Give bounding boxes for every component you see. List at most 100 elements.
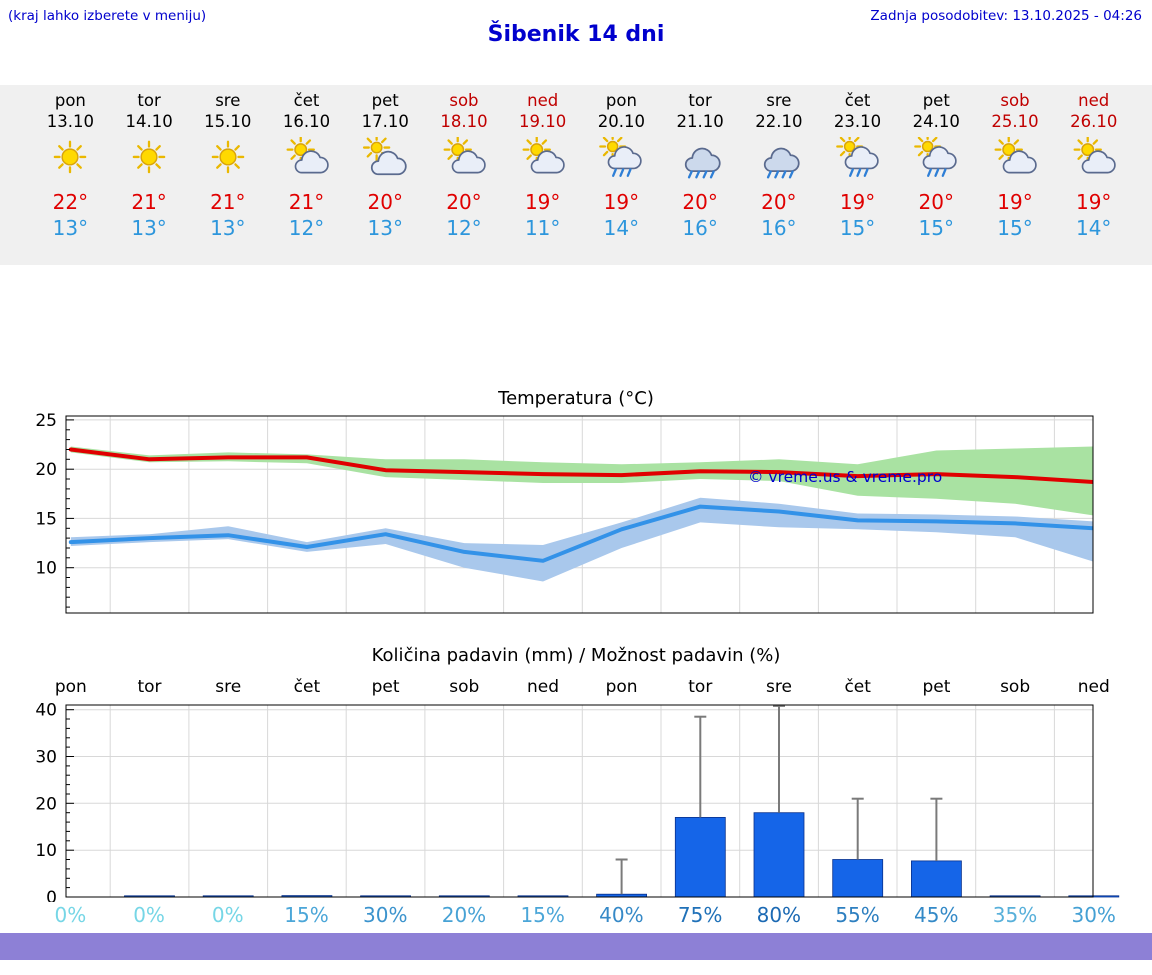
precip-probability: 75% (677, 903, 723, 927)
day-date: 15.10 (204, 112, 252, 131)
day-low-temp: 15° (918, 216, 954, 240)
precip-bar (832, 859, 884, 898)
day-high-temp: 20° (367, 190, 403, 214)
day-low-temp: 12° (288, 216, 325, 240)
precip-probability: 15% (520, 903, 565, 927)
partly-icon (1071, 134, 1117, 182)
precip-probability: 30% (363, 903, 408, 927)
day-low-temp: 12° (446, 216, 482, 240)
precip-bar (911, 860, 962, 898)
max-temp-line (68, 447, 1093, 484)
precip-probability: 35% (992, 903, 1038, 927)
temp-ytick-label: 25 (35, 411, 57, 431)
day-name: tor (137, 91, 161, 110)
day-date: 22.10 (755, 112, 803, 131)
temp-ytick-label: 15 (35, 509, 57, 529)
precip-day-label: ned (527, 677, 559, 697)
precip-probability: 80% (756, 903, 802, 927)
day-date: 17.10 (361, 112, 409, 131)
precip-day-label: čet (844, 677, 871, 697)
day-low-temp: 15° (997, 216, 1033, 240)
forecast-day: čet 23.10 19° 15° (818, 85, 897, 265)
temp-ytick-label: 10 (35, 559, 57, 579)
day-date: 24.10 (912, 112, 960, 131)
day-high-temp: 19° (1075, 190, 1112, 214)
day-high-temp: 20° (446, 190, 482, 214)
precip-probability: 15% (284, 903, 329, 927)
day-low-temp: 13° (367, 216, 403, 240)
day-high-temp: 19° (524, 190, 561, 214)
precipitation-chart-title: Količina padavin (mm) / Možnost padavin … (371, 645, 781, 666)
day-name: ned (527, 91, 559, 110)
forecast-day: čet 16.10 21° 12° (267, 85, 346, 265)
day-name: tor (688, 91, 712, 110)
precip-probability: 30% (1071, 903, 1116, 927)
precip-probability: 0% (54, 903, 87, 927)
forecast-day: sob 18.10 20° 12° (425, 85, 504, 265)
day-date: 21.10 (676, 112, 724, 131)
footer-bar (0, 933, 1152, 960)
day-name: pet (371, 91, 399, 110)
day-low-temp: 16° (761, 216, 797, 240)
forecast-day: pet 17.10 20° 13° (346, 85, 425, 265)
precip-ytick-label: 10 (35, 841, 57, 861)
forecast-day: pon 20.10 19° 14° (582, 85, 661, 265)
day-low-temp: 14° (1075, 216, 1112, 240)
precip-probability: 0% (211, 903, 244, 927)
precip-bar (674, 816, 726, 898)
precip-day-label: ned (1078, 677, 1110, 697)
menu-hint-text: (kraj lahko izberete v meniju) (8, 8, 207, 24)
day-high-temp: 19° (997, 190, 1033, 214)
forecast-day: pet 24.10 20° 15° (897, 85, 976, 265)
precip-day-label: sre (215, 677, 241, 697)
forecast-day: tor 14.10 21° 13° (110, 85, 189, 265)
last-update-text: Zadnja posodobitev: 13.10.2025 - 04:26 (870, 8, 1142, 24)
precip-bar (753, 812, 805, 898)
shower-icon (835, 134, 881, 182)
page-title: Šibenik 14 dni (487, 22, 665, 47)
watermark-link[interactable]: © vreme.us & vreme.pro (748, 468, 942, 486)
forecast-day: sob 25.10 19° 15° (976, 85, 1055, 265)
precip-ytick-label: 20 (35, 794, 57, 814)
precip-ytick-label: 30 (35, 748, 57, 768)
day-name: pon (54, 91, 86, 110)
day-name: sre (215, 91, 241, 110)
precip-bar (1068, 895, 1120, 898)
forecast-day: sre 22.10 20° 16° (739, 85, 818, 265)
temperature-chart: © vreme.us & vreme.pro 10 15 20 25 (35, 411, 1094, 614)
temp-ytick-label: 20 (35, 460, 57, 480)
sun-icon (47, 134, 93, 182)
day-name: sob (1000, 91, 1030, 110)
day-name: pon (605, 91, 637, 110)
day-name: ned (1078, 91, 1110, 110)
precip-day-label: sre (766, 677, 792, 697)
precip-ytick-label: 40 (35, 701, 57, 721)
precip-day-label: pet (922, 677, 950, 697)
forecast-day: ned 26.10 19° 14° (1054, 85, 1133, 265)
sun-icon (205, 134, 251, 182)
rain-icon (756, 134, 802, 182)
day-low-temp: 11° (524, 216, 561, 240)
precip-probability: 45% (914, 903, 959, 927)
precip-day-label: sob (1000, 677, 1030, 697)
precip-probability-row: 0% 0% 0% 15% 30% 20% 15% 40% 75% 80% 55% 45% 35% 30% (31, 903, 1133, 927)
day-high-temp: 19° (603, 190, 640, 214)
day-low-temp: 13° (210, 216, 246, 240)
precip-probability: 55% (835, 903, 880, 927)
day-low-temp: 13° (52, 216, 89, 240)
sun-icon (126, 134, 172, 182)
precip-ytick-label: 0 (46, 888, 57, 902)
day-low-temp: 16° (682, 216, 718, 240)
day-name: pet (922, 91, 950, 110)
day-name: čet (844, 91, 871, 110)
cloudy-sun-icon (362, 134, 408, 182)
precip-probability: 40% (599, 903, 644, 927)
partly-icon (992, 134, 1038, 182)
temperature-chart-title: Temperatura (°C) (498, 388, 654, 409)
precip-day-label: čet (294, 677, 321, 697)
day-high-temp: 21° (131, 190, 167, 214)
partly-icon (520, 134, 566, 182)
precip-day-label: tor (688, 677, 712, 697)
shower-icon (913, 134, 959, 182)
